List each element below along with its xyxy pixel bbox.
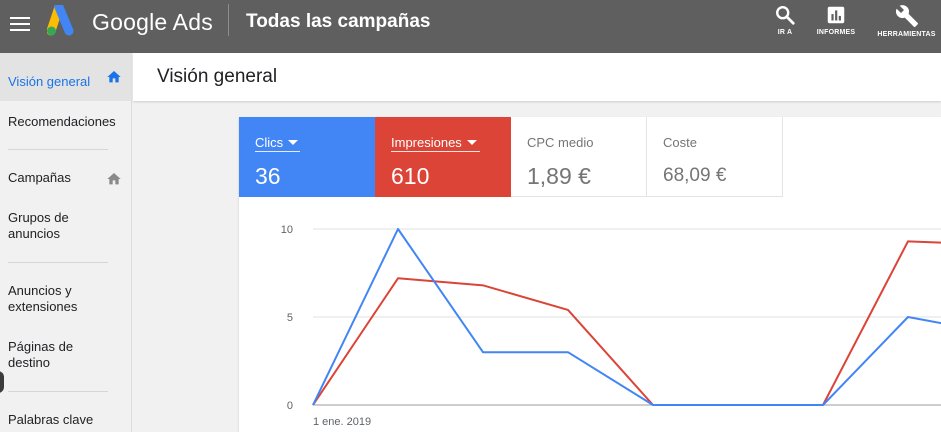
page-title: Visión general (157, 66, 278, 87)
sidebar-divider (8, 262, 108, 263)
metric-value: 68,09 € (663, 165, 727, 186)
section-title: Todas las campañas (246, 11, 431, 32)
sidebar-item-label: Visión general (8, 74, 91, 89)
sidebar-item-ad-groups[interactable]: Grupos de anuncios (0, 210, 132, 244)
metric-avg-cpc[interactable]: CPC medio 1,89 € (511, 117, 647, 197)
sidebar-item-label: Grupos de anuncios (8, 210, 69, 241)
performance-card: Clics 36 Impresiones 610 CPC medio 1,89 … (239, 117, 941, 432)
sidebar-divider (8, 391, 108, 392)
series-line-clicks[interactable] (312, 228, 941, 406)
wrench-icon (895, 5, 918, 27)
sidebar-item-label: Campañas (8, 170, 71, 185)
y-tick-label: 10 (281, 224, 293, 236)
metric-impressions[interactable]: Impresiones 610 (375, 117, 511, 197)
tools-label: HERRAMIENTAS (877, 31, 936, 38)
metric-value: 1,89 € (527, 163, 591, 189)
metric-underline (255, 151, 300, 152)
sidebar-item-overview[interactable]: Visión general (0, 53, 132, 101)
sidebar-item-ads-extensions[interactable]: Anuncios y extensiones (0, 283, 132, 317)
search-icon (776, 6, 795, 25)
metric-cost[interactable]: Coste 68,09 € (647, 117, 783, 197)
top-app-bar: Google Ads Todas las campañas IR A INFOR… (0, 0, 941, 53)
metric-value: 610 (391, 163, 430, 189)
performance-line-chart: 0 5 10 1 ene. 2019 (281, 224, 941, 428)
google-ads-logo[interactable] (47, 5, 81, 37)
sidebar-item-recommendations[interactable]: Recomendaciones (0, 114, 132, 138)
reports-label: INFORMES (816, 29, 856, 36)
sidebar-item-label: Recomendaciones (8, 114, 116, 129)
y-tick-label: 5 (287, 312, 293, 324)
home-icon (107, 173, 121, 185)
goto-label: IR A (777, 29, 793, 36)
sidebar-item-keywords[interactable]: Palabras clave (0, 412, 132, 430)
goto-button[interactable]: IR A (770, 4, 800, 36)
dropdown-caret-icon (288, 140, 299, 146)
page-header: Visión general (133, 53, 941, 101)
tools-button[interactable]: HERRAMIENTAS (872, 4, 941, 38)
sidebar-item-label: Anuncios y extensiones (8, 283, 78, 314)
menu-icon[interactable] (10, 13, 32, 33)
metric-label: Clics (255, 135, 299, 150)
y-tick-label: 0 (287, 400, 293, 412)
metric-clicks[interactable]: Clics 36 (239, 117, 375, 197)
sidebar-collapse-handle[interactable] (0, 371, 4, 393)
sidebar-item-label: Páginas de destino (8, 339, 74, 370)
dropdown-caret-icon (466, 140, 477, 146)
sidebar-divider (8, 149, 108, 150)
metric-underline (391, 151, 480, 152)
bar-chart-icon (827, 6, 845, 24)
metric-label: CPC medio (527, 135, 594, 150)
sidebar-item-landing-pages[interactable]: Páginas de destino (0, 339, 132, 373)
sidebar-item-label: Palabras clave (8, 412, 94, 427)
home-icon (107, 71, 121, 83)
header-divider (228, 4, 229, 36)
sidebar-item-campaigns[interactable]: Campañas (0, 170, 132, 188)
brand-name: Google Ads (92, 9, 213, 35)
sidebar-nav: Visión general Recomendaciones Campañas … (0, 53, 132, 432)
metric-value: 36 (255, 163, 281, 189)
x-tick-label: 1 ene. 2019 (313, 416, 371, 428)
metric-label: Impresiones (391, 135, 477, 150)
metric-label: Coste (663, 135, 697, 150)
reports-button[interactable]: INFORMES (812, 4, 860, 36)
